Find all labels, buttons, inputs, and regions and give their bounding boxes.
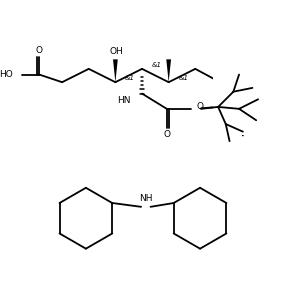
Polygon shape [166,59,171,82]
Text: &1: &1 [178,75,188,81]
Text: O: O [163,130,170,139]
Text: HN: HN [117,96,131,105]
Text: O: O [196,102,203,112]
Text: &1: &1 [152,62,161,68]
Text: NH: NH [139,194,152,203]
Text: HO: HO [0,70,13,79]
Polygon shape [113,59,118,82]
Text: O: O [36,46,43,55]
Text: OH: OH [109,47,123,56]
Bar [213,59,280,136]
Text: &1: &1 [125,75,135,81]
